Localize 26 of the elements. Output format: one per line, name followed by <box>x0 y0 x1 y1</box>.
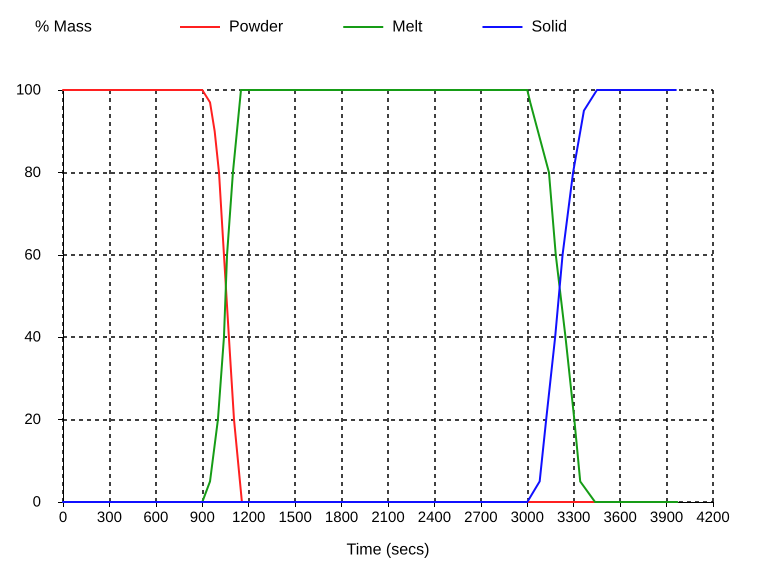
x-tick-label: 2700 <box>464 509 498 526</box>
x-tick-label: 3900 <box>650 509 684 526</box>
x-axis-title: Time (secs) <box>346 542 430 558</box>
legend-label: Solid <box>531 18 568 36</box>
x-tick-label: 1200 <box>232 509 266 526</box>
x-tick-label: 3300 <box>557 509 590 526</box>
x-tick-label: 1500 <box>278 509 312 526</box>
y-tick-label: 0 <box>32 494 41 510</box>
y-tick-label: 80 <box>24 164 41 181</box>
x-tick-label: 1800 <box>324 509 358 526</box>
y-tick-label: 20 <box>24 411 41 428</box>
x-tick-label: 2100 <box>371 509 405 526</box>
x-tick-label: 3000 <box>510 509 544 526</box>
x-tick-label: 2400 <box>418 509 452 526</box>
x-tick-label: 3600 <box>603 509 637 526</box>
legend-label: Melt <box>392 18 424 36</box>
x-tick-label: 900 <box>190 509 215 526</box>
legend-label: Powder <box>229 18 284 36</box>
x-tick-label: 300 <box>96 509 122 526</box>
y-tick-label: 40 <box>24 328 41 346</box>
x-tick-label: 4200 <box>696 509 730 526</box>
x-tick-label: 0 <box>58 509 68 526</box>
x-tick-label: 600 <box>143 509 168 526</box>
y-tick-label: 60 <box>24 246 41 264</box>
y-tick-label: 100 <box>16 82 41 98</box>
y-axis-title: % Mass <box>35 18 92 36</box>
